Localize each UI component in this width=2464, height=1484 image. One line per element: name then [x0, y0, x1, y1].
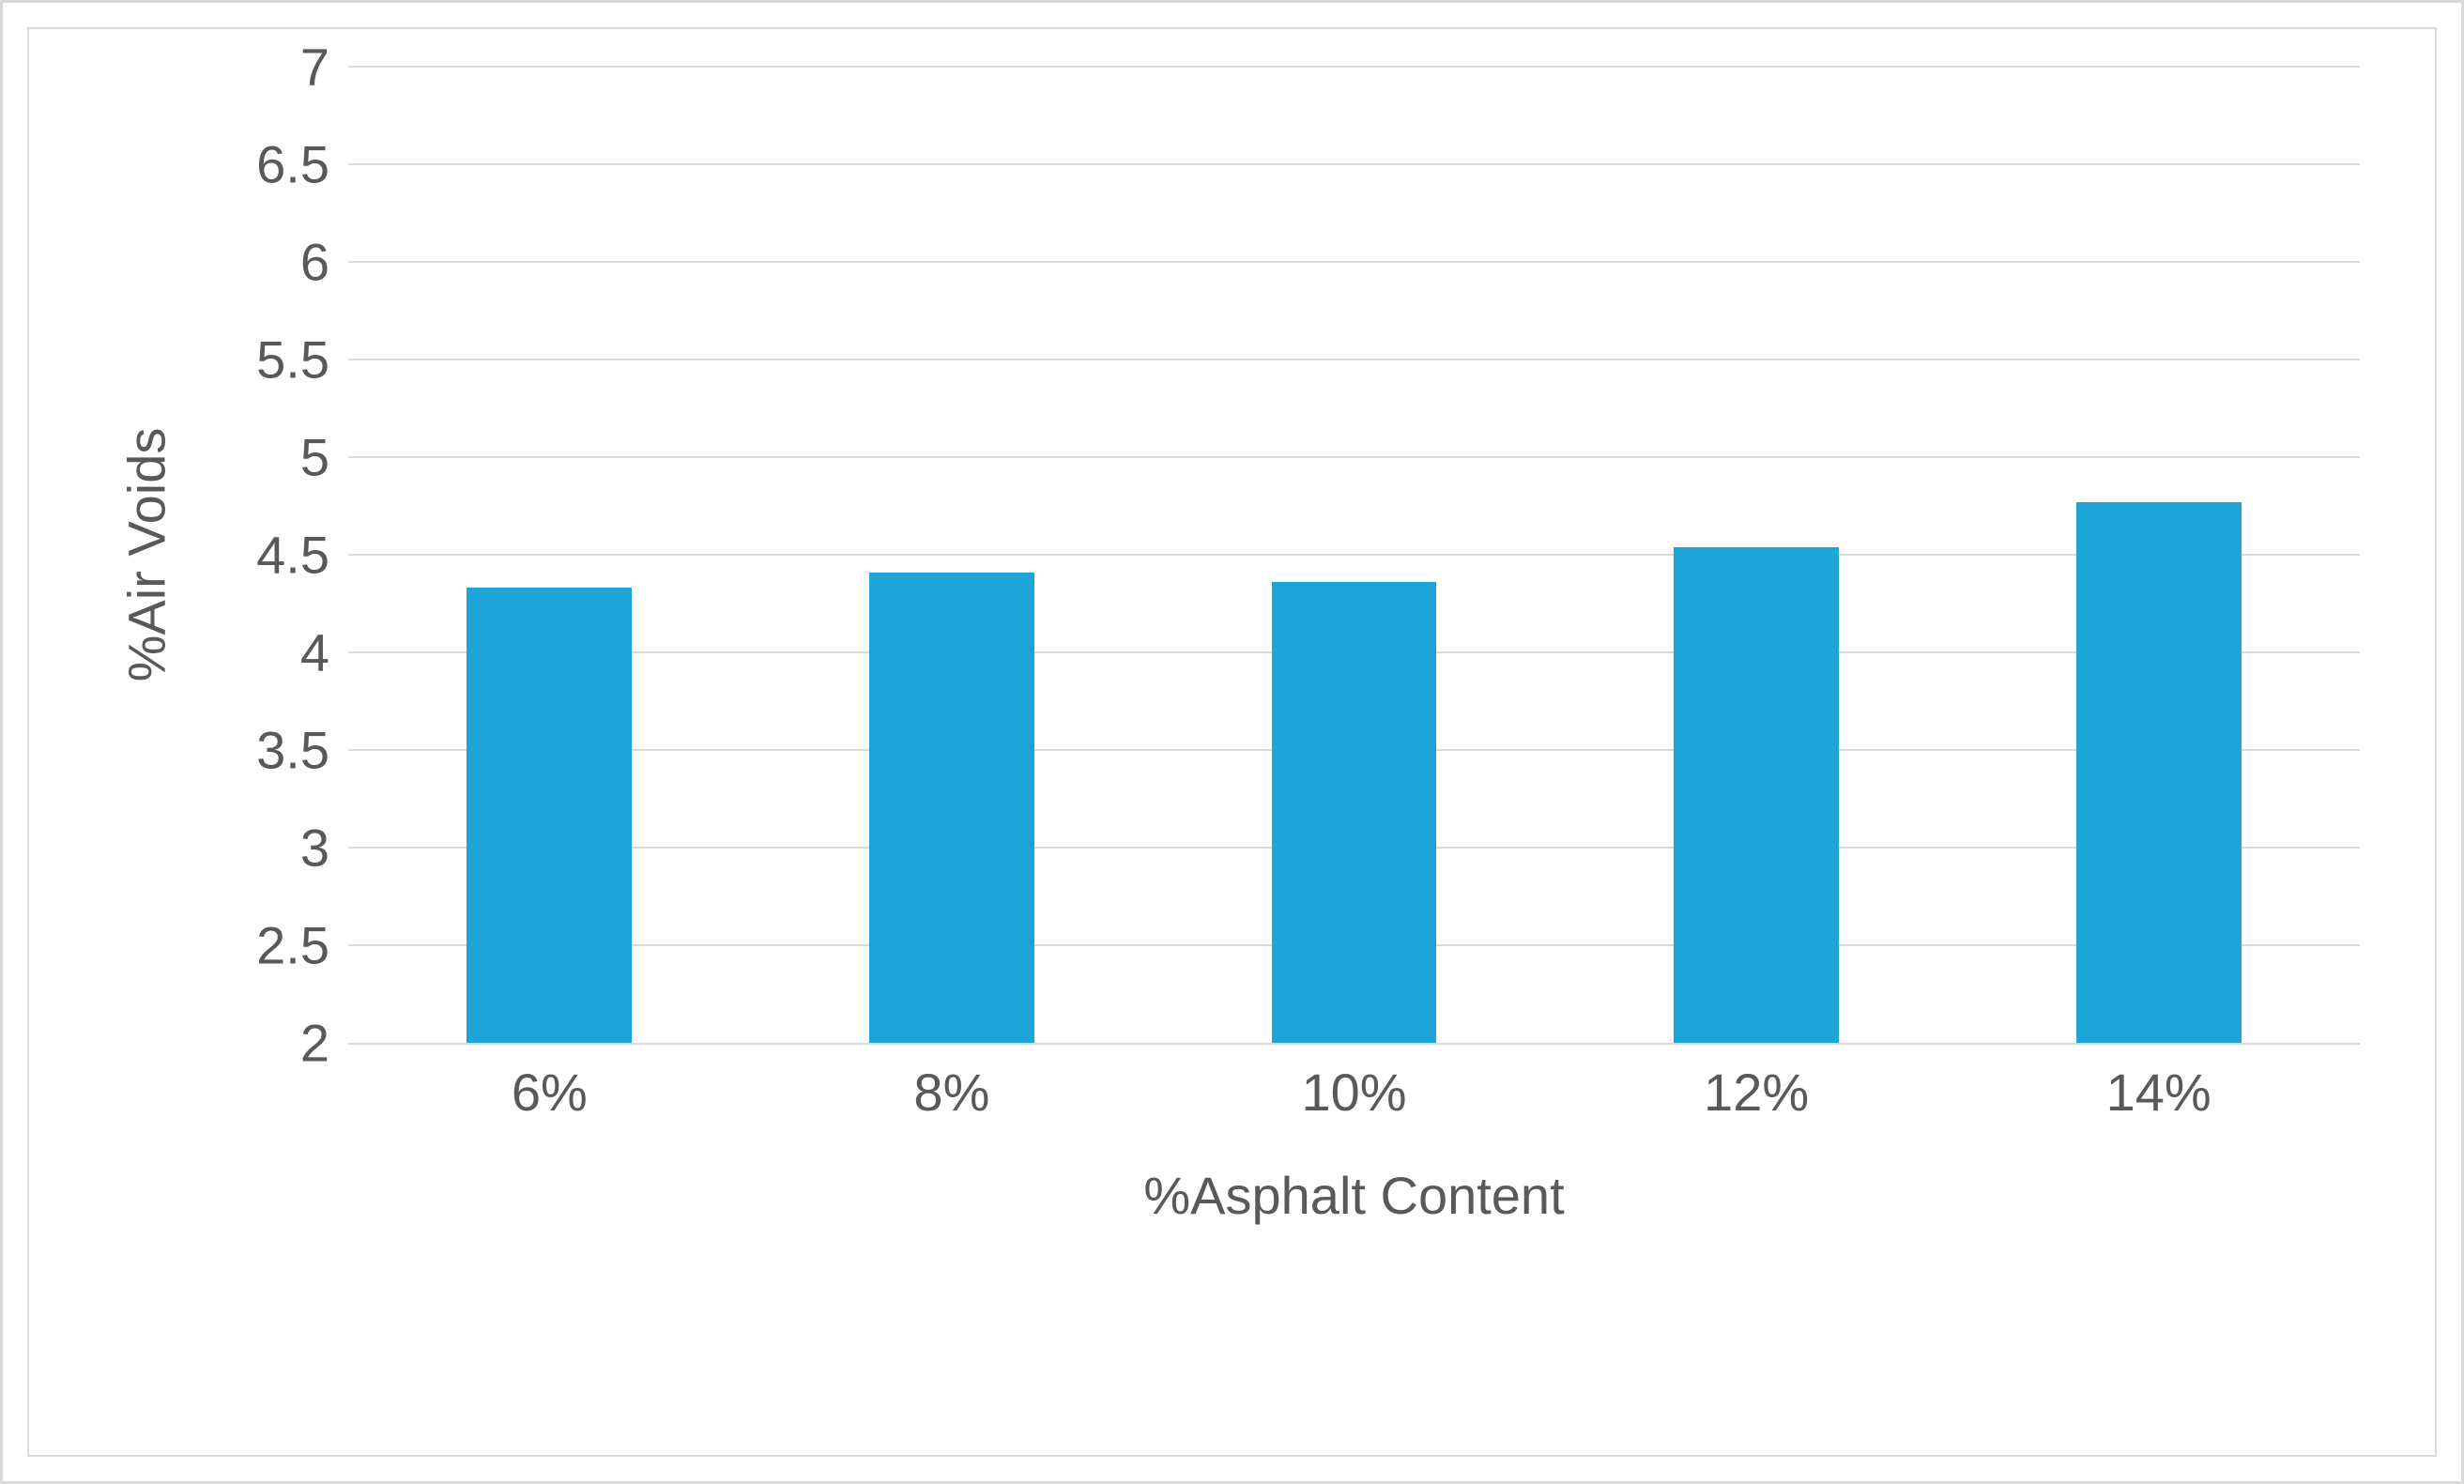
bar — [869, 573, 1034, 1043]
y-tick-label: 2 — [300, 1013, 329, 1074]
y-tick-label: 4.5 — [256, 525, 329, 586]
y-tick-label: 6.5 — [256, 134, 329, 195]
x-tick-label: 6% — [512, 1062, 588, 1123]
chart-outer-frame: %Air Voids 2 2.5 3 3.5 4 4.5 5 5.5 6 6.5 7 6% 8% 10%… — [0, 0, 2464, 1484]
bar — [2076, 502, 2242, 1043]
x-axis-title: %Asphalt Content — [348, 1165, 2360, 1226]
bar — [1272, 582, 1437, 1043]
y-tick-label: 3 — [300, 818, 329, 879]
y-tick-label: 2.5 — [256, 915, 329, 976]
y-axis-tick-labels: 22.533.544.555.566.57 — [198, 67, 329, 1043]
y-tick-label: 3.5 — [256, 720, 329, 781]
x-tick-label: 12% — [1704, 1062, 1809, 1123]
bars-layer — [348, 67, 2360, 1043]
y-axis-title: %Air Voids — [116, 428, 177, 682]
y-axis-title-wrap: %Air Voids — [104, 67, 189, 1043]
chart-wrap: %Air Voids 22.533.544.555.566.57 6%8%10%… — [104, 67, 2360, 1399]
x-axis-tick-labels: 6% 8% 10% 12% 14% — [348, 1062, 2360, 1137]
bar — [1674, 547, 1839, 1043]
y-tick-label: 6 — [300, 232, 329, 293]
x-tick-label: 14% — [2106, 1062, 2211, 1123]
y-tick-label: 5 — [300, 427, 329, 488]
y-tick-label: 4 — [300, 622, 329, 683]
bar — [467, 588, 632, 1043]
plot-area — [348, 67, 2360, 1045]
y-tick-label: 5.5 — [256, 329, 329, 390]
y-tick-label: 7 — [300, 37, 329, 98]
x-tick-label: 10% — [1301, 1062, 1406, 1123]
x-tick-label: 8% — [913, 1062, 989, 1123]
chart-inner-frame: %Air Voids 2 2.5 3 3.5 4 4.5 5 5.5 6 6.5 7 6% 8% 10%… — [27, 27, 2437, 1457]
